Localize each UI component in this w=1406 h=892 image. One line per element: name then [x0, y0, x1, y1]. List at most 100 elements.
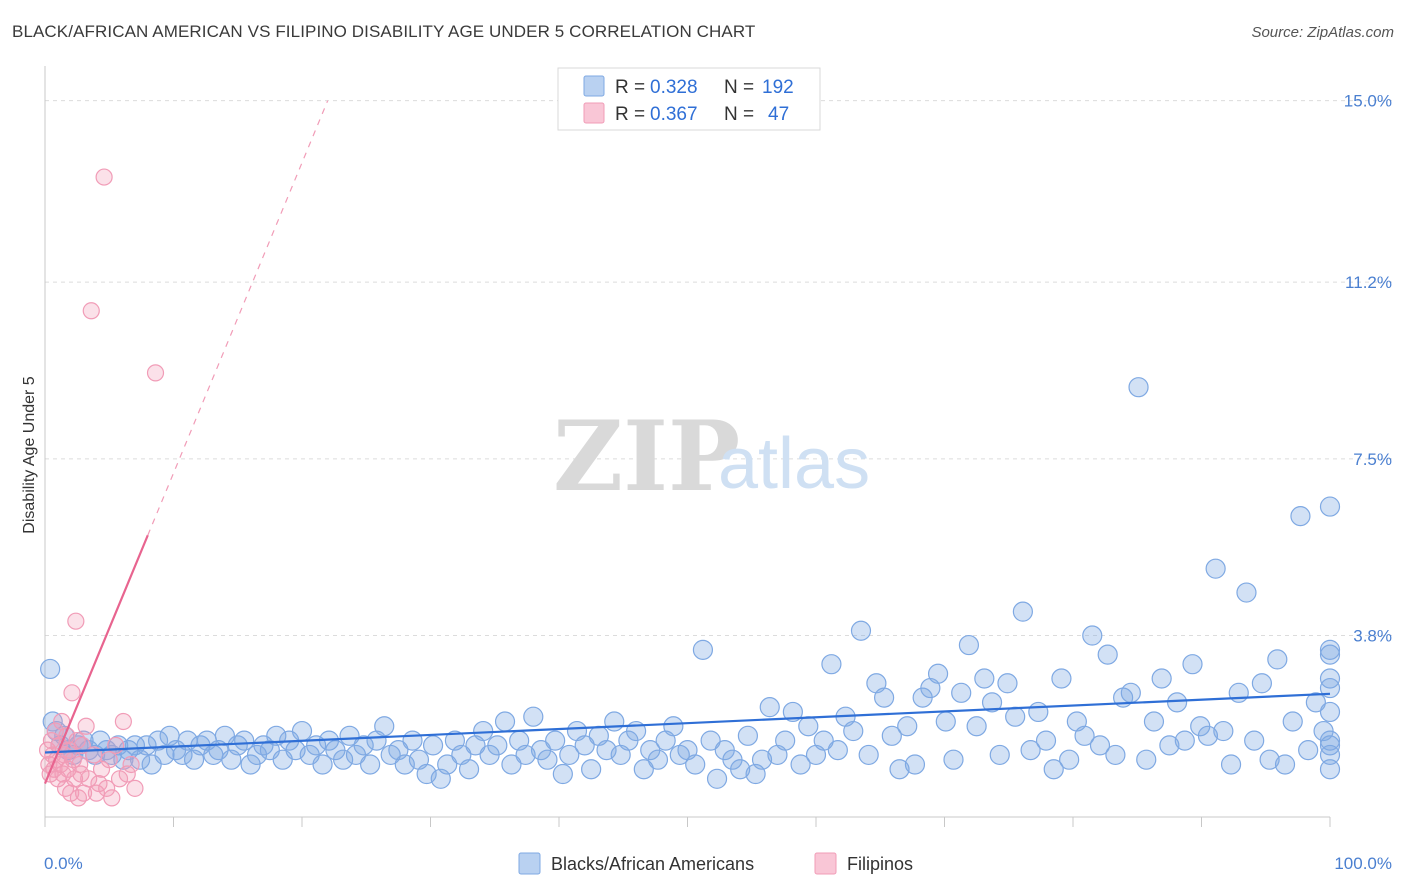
blacks-point-109	[759, 697, 780, 718]
blacks-point-160	[1151, 668, 1172, 689]
bottom-legend-label-filipinos: Filipinos	[847, 854, 913, 874]
filipinos-point-37	[98, 779, 116, 797]
blacks-point-53	[353, 735, 374, 756]
blacks-point-106	[737, 725, 758, 746]
blacks-point-145	[1035, 730, 1057, 751]
blacks-point-154	[1105, 744, 1126, 766]
blacks-point-148	[1059, 749, 1080, 770]
legend-r-label-1: R =	[615, 77, 645, 98]
blacks-point-121	[850, 620, 872, 641]
blacks-point-131	[927, 663, 949, 684]
filipinos-point-19	[63, 684, 81, 702]
blacks-point-92	[633, 759, 654, 780]
blacks-point-147	[1051, 668, 1072, 689]
y-tick-label-2: 11.2%	[1345, 273, 1392, 292]
blacks-point-139	[989, 744, 1010, 766]
blacks-point-172	[1244, 730, 1265, 751]
blacks-point-50	[333, 749, 354, 770]
blacks-point-88	[604, 711, 625, 732]
blacks-point-94	[647, 749, 669, 770]
blacks-point-108	[751, 749, 773, 770]
filipinos-point-31	[82, 302, 100, 320]
blacks-point-190	[1319, 677, 1341, 699]
blacks-point-126	[889, 759, 910, 780]
filipinos-point-23	[68, 731, 86, 750]
blacks-point-65	[437, 754, 458, 775]
blacks-point-60	[402, 730, 423, 751]
filipinos-trend-extension	[147, 100, 329, 536]
blacks-point-144	[1028, 701, 1049, 723]
blacks-point-169	[1220, 754, 1242, 775]
blacks-point-74	[501, 754, 522, 775]
filipinos-point-27	[73, 736, 91, 754]
blacks-point-79	[537, 749, 558, 770]
filipinos-point-46	[146, 364, 165, 382]
blacks-point-142	[1012, 601, 1033, 622]
legend-n-label-1: N =	[724, 77, 754, 98]
blacks-point-124	[874, 687, 895, 708]
blacks-point-128	[904, 754, 926, 775]
blacks-point-81	[552, 763, 573, 785]
blacks-point-137	[974, 668, 995, 689]
blacks-point-186	[1319, 496, 1341, 517]
y-axis-title: Disability Age Under 5	[21, 376, 38, 534]
legend-r-value-2: 0.367	[650, 104, 698, 125]
chart-source: Source: ZipAtlas.com	[1251, 24, 1394, 41]
blacks-point-180	[1305, 692, 1326, 713]
filipinos-point-33	[87, 784, 106, 802]
filipinos-trend-line	[43, 534, 149, 784]
blacks-point-138	[981, 692, 1003, 713]
bottom-legend-label-blacks: Blacks/African Americans	[551, 854, 754, 874]
blacks-point-135	[958, 634, 980, 656]
blacks-point-77	[523, 706, 544, 727]
filipinos-point-39	[103, 789, 121, 807]
blacks-point-120	[843, 720, 864, 742]
filipinos-point-36	[95, 168, 113, 186]
blacks-point-146	[1043, 759, 1064, 780]
y-tick-label-1: 7.5%	[1353, 450, 1392, 469]
blacks-point-111	[775, 730, 796, 751]
gridlines	[45, 100, 1392, 637]
blacks-point-101	[700, 730, 721, 751]
blacks-point-96	[663, 716, 684, 737]
filipinos-point-45	[126, 779, 144, 797]
blacks-point-122	[858, 744, 879, 766]
series-legend: Blacks/African Americans Filipinos	[518, 852, 913, 875]
series-filipinos-points	[38, 168, 165, 807]
blacks-point-158	[1136, 749, 1157, 770]
trend-lines	[43, 100, 1331, 784]
legend-swatch-blue	[583, 75, 605, 97]
legend-n-value-1: 192	[762, 77, 794, 98]
blacks-point-188	[1319, 744, 1341, 766]
filipinos-point-22	[67, 612, 85, 630]
watermark: ZIP atlas	[553, 400, 870, 513]
blacks-point-178	[1290, 506, 1311, 527]
x-tick-label-0: 0.0%	[44, 854, 83, 873]
y-tick-label-3: 15.0%	[1344, 92, 1392, 111]
blacks-point-56	[374, 716, 395, 737]
blacks-point-133	[943, 749, 964, 770]
blacks-point-22	[154, 744, 175, 766]
filipinos-point-30	[80, 770, 98, 788]
blacks-point-15	[113, 749, 134, 770]
legend-n-label-2: N =	[724, 104, 754, 125]
blacks-point-177	[1282, 711, 1303, 732]
blacks-point-179	[1298, 740, 1319, 761]
blacks-point-174	[1259, 749, 1280, 770]
legend-r-label-2: R =	[615, 104, 645, 125]
filipinos-point-29	[77, 717, 95, 735]
blacks-point-84	[574, 735, 595, 756]
blacks-point-19	[136, 735, 157, 756]
blacks-point-102	[706, 768, 728, 789]
blacks-point-134	[951, 682, 972, 703]
filipinos-point-38	[100, 751, 118, 769]
axes	[44, 66, 1331, 827]
blacks-point-54	[360, 754, 381, 775]
blacks-point-164	[1182, 654, 1203, 675]
blacks-trend-line	[44, 692, 1331, 754]
legend-n-value-2: 47	[768, 104, 789, 125]
x-tick-labels: 0.0% 100.0%	[44, 854, 1392, 873]
blacks-point-51	[339, 725, 360, 746]
blacks-point-136	[966, 716, 987, 737]
